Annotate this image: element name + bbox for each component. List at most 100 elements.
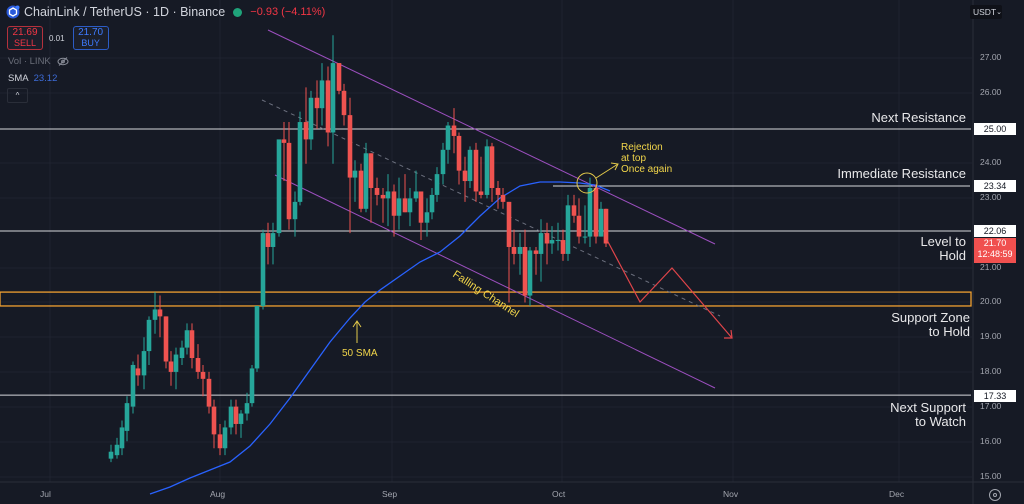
level-price-label: 22.06 [974,225,1016,237]
candle [184,323,190,355]
time-tick: Aug [210,489,226,499]
buy-price: 21.70 [78,27,104,38]
support-zone-label: Support Zone to Hold [850,311,970,339]
time-tick: Oct [552,489,566,499]
candle [228,399,234,435]
candle [424,198,430,237]
candle [582,205,588,244]
candle [195,344,201,379]
support-zone-line2: to Hold [928,324,970,339]
currency-selector[interactable]: USDT ⌄ [970,5,1002,19]
candle [418,191,424,241]
candle [325,66,331,147]
candle [451,108,457,154]
volume-label: Vol · LINK [8,56,51,67]
candle [380,187,386,223]
level-price-label: 25.00 [974,123,1016,135]
candle [352,160,358,202]
price-tick: 24.00 [980,157,1002,167]
candle [533,246,539,275]
candle [363,142,369,213]
candle [598,201,604,237]
price-tick: 15.00 [980,471,1002,481]
rejection-note: Rejection at top Once again [621,142,672,175]
candle [189,323,195,369]
market-status-icon [233,7,243,17]
rejection-line3: Once again [621,164,673,175]
candle [555,222,561,251]
candle [522,229,528,303]
candle [576,198,582,244]
candle [396,177,402,230]
collapse-indicators-button[interactable]: ^ [7,88,28,103]
rejection-arrow [595,163,619,179]
candle [538,219,544,282]
level-price-label: 23.34 [974,180,1016,192]
candle [385,174,391,227]
candle [467,146,473,188]
candle [244,392,250,421]
candle [549,226,555,254]
candle [179,340,185,365]
candle [434,167,440,202]
candle [341,83,347,126]
trade-panel: 21.69 SELL 0.01 21.70 BUY [7,26,109,50]
settings-gear-icon[interactable] [989,489,1001,501]
candle [473,142,479,202]
candle [308,90,314,150]
candle [544,222,550,265]
sma-note: 50 SMA [342,348,378,359]
price-change: −0.93 (−4.11%) [250,6,326,18]
projection-path [606,239,733,339]
channel-lower-line [274,174,716,389]
candle [314,80,320,129]
candle [603,208,609,247]
candle [211,399,217,449]
time-tick: Nov [723,489,739,499]
candle [593,184,599,244]
rejection-line2: at top [621,153,647,164]
candle [168,351,174,386]
level-to-hold-label: Level to Hold [870,235,966,263]
next-support-line1: Next Support [890,400,966,415]
candle [152,292,158,334]
chevron-down-icon: ⌄ [996,9,1003,16]
candle [511,229,517,265]
next-support-line2: to Watch [915,414,966,429]
candle [254,305,260,372]
currency-label: USDT [973,7,997,17]
candle [347,97,353,234]
chainlink-logo-icon [6,5,20,19]
candle [587,177,593,247]
candle [265,222,271,265]
eye-hidden-icon[interactable] [57,57,69,66]
spread-value: 0.01 [49,33,65,43]
candle [402,174,408,213]
candle [517,233,523,275]
current-price: 21.70 [983,238,1007,248]
candle [119,420,125,456]
falling-channel-label: Falling Channel [450,268,521,320]
candle [506,201,512,303]
symbol-title[interactable]: ChainLink / TetherUS · 1D · Binance [24,5,226,19]
rejection-arrow-head [610,162,619,171]
chevron-up-icon: ^ [15,91,20,100]
candle [429,187,435,220]
candle [336,63,342,95]
candle [281,122,287,182]
volume-indicator[interactable]: Vol · LINK [8,56,69,67]
candle [173,347,179,390]
chart-header: ChainLink / TetherUS · 1D · Binance −0.9… [6,5,325,19]
buy-button[interactable]: 21.70 BUY [72,26,109,50]
price-tick: 27.00 [980,52,1002,62]
sell-button[interactable]: 21.69 SELL [7,26,43,50]
candle [565,194,571,261]
candle [270,222,276,265]
sell-price: 21.69 [12,27,38,38]
sma-indicator[interactable]: SMA 23.12 [8,73,57,84]
sell-label: SELL [13,38,37,48]
candle [495,181,501,209]
level-to-hold-line2: Hold [939,248,966,263]
candle [407,187,413,227]
